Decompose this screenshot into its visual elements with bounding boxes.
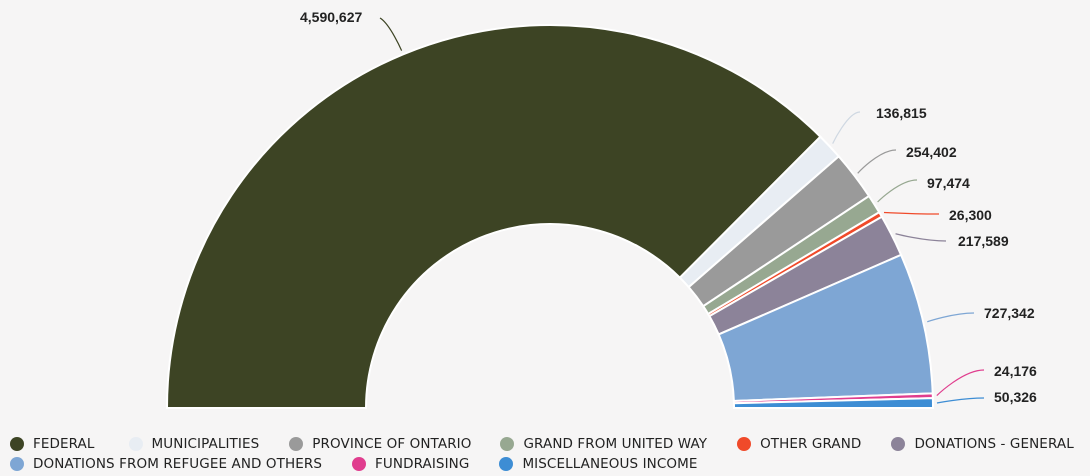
legend-swatch: [737, 437, 752, 451]
legend-label: FUNDRAISING: [375, 456, 470, 472]
leader-line: [936, 397, 985, 404]
leader-line: [857, 149, 897, 174]
legend-item-federal[interactable]: FEDERAL: [10, 434, 95, 454]
legend-label: FEDERAL: [33, 436, 95, 452]
legend-item-municipalities[interactable]: MUNICIPALITIES: [128, 434, 260, 454]
legend-label: MUNICIPALITIES: [151, 436, 260, 452]
legend-swatch: [891, 437, 906, 451]
chart-legend: FEDERAL MUNICIPALITIES PROVINCE OF ONTAR…: [10, 434, 1085, 474]
leader-line: [379, 17, 403, 51]
legend-item-grand-from-united-way[interactable]: GRAND FROM UNITED WAY: [500, 434, 707, 454]
legend-row-1: FEDERAL MUNICIPALITIES PROVINCE OF ONTAR…: [10, 434, 1085, 454]
legend-swatch: [10, 457, 24, 471]
legend-swatch: [352, 457, 367, 471]
legend-item-miscellaneous-income[interactable]: MISCELLANEOUS INCOME: [499, 454, 697, 474]
legend-item-province-of-ontario[interactable]: PROVINCE OF ONTARIO: [289, 434, 471, 454]
legend-swatch: [289, 437, 304, 451]
legend-swatch: [128, 437, 143, 451]
legend-label: DONATIONS FROM REFUGEE AND OTHERS: [33, 456, 323, 472]
data-label: 26,300: [949, 207, 992, 223]
leader-line: [895, 233, 947, 242]
legend-row-2: DONATIONS FROM REFUGEE AND OTHERS FUNDRA…: [10, 454, 1085, 474]
legend-label: GRAND FROM UNITED WAY: [523, 436, 708, 452]
slice-federal[interactable]: [165, 24, 822, 409]
data-label: 50,326: [994, 389, 1037, 405]
data-label: 727,342: [984, 305, 1035, 321]
leader-line: [877, 179, 918, 203]
leader-line: [927, 312, 975, 323]
data-label: 217,589: [958, 233, 1009, 249]
legend-swatch: [500, 437, 515, 451]
data-label: 24,176: [994, 363, 1037, 379]
slice-miscellaneous-income[interactable]: [732, 397, 935, 409]
legend-label: PROVINCE OF ONTARIO: [312, 436, 472, 452]
legend-item-other-grand[interactable]: OTHER GRAND: [737, 434, 861, 454]
leader-line: [883, 211, 940, 215]
data-label: 4,590,627: [300, 9, 362, 25]
data-label: 254,402: [906, 144, 957, 160]
legend-label: OTHER GRAND: [760, 436, 862, 452]
legend-label: DONATIONS - GENERAL: [914, 436, 1074, 452]
legend-item-fundraising[interactable]: FUNDRAISING: [352, 454, 469, 474]
legend-label: MISCELLANEOUS INCOME: [522, 456, 698, 472]
legend-swatch: [10, 437, 24, 451]
data-label: 97,474: [927, 175, 970, 191]
leader-line: [936, 369, 985, 397]
legend-item-donations-general[interactable]: DONATIONS - GENERAL: [891, 434, 1074, 454]
leader-line: [832, 111, 861, 144]
data-label: 136,815: [876, 105, 927, 121]
legend-item-donations-from-refugee-and-others[interactable]: DONATIONS FROM REFUGEE AND OTHERS: [10, 454, 322, 474]
legend-swatch: [499, 457, 514, 471]
